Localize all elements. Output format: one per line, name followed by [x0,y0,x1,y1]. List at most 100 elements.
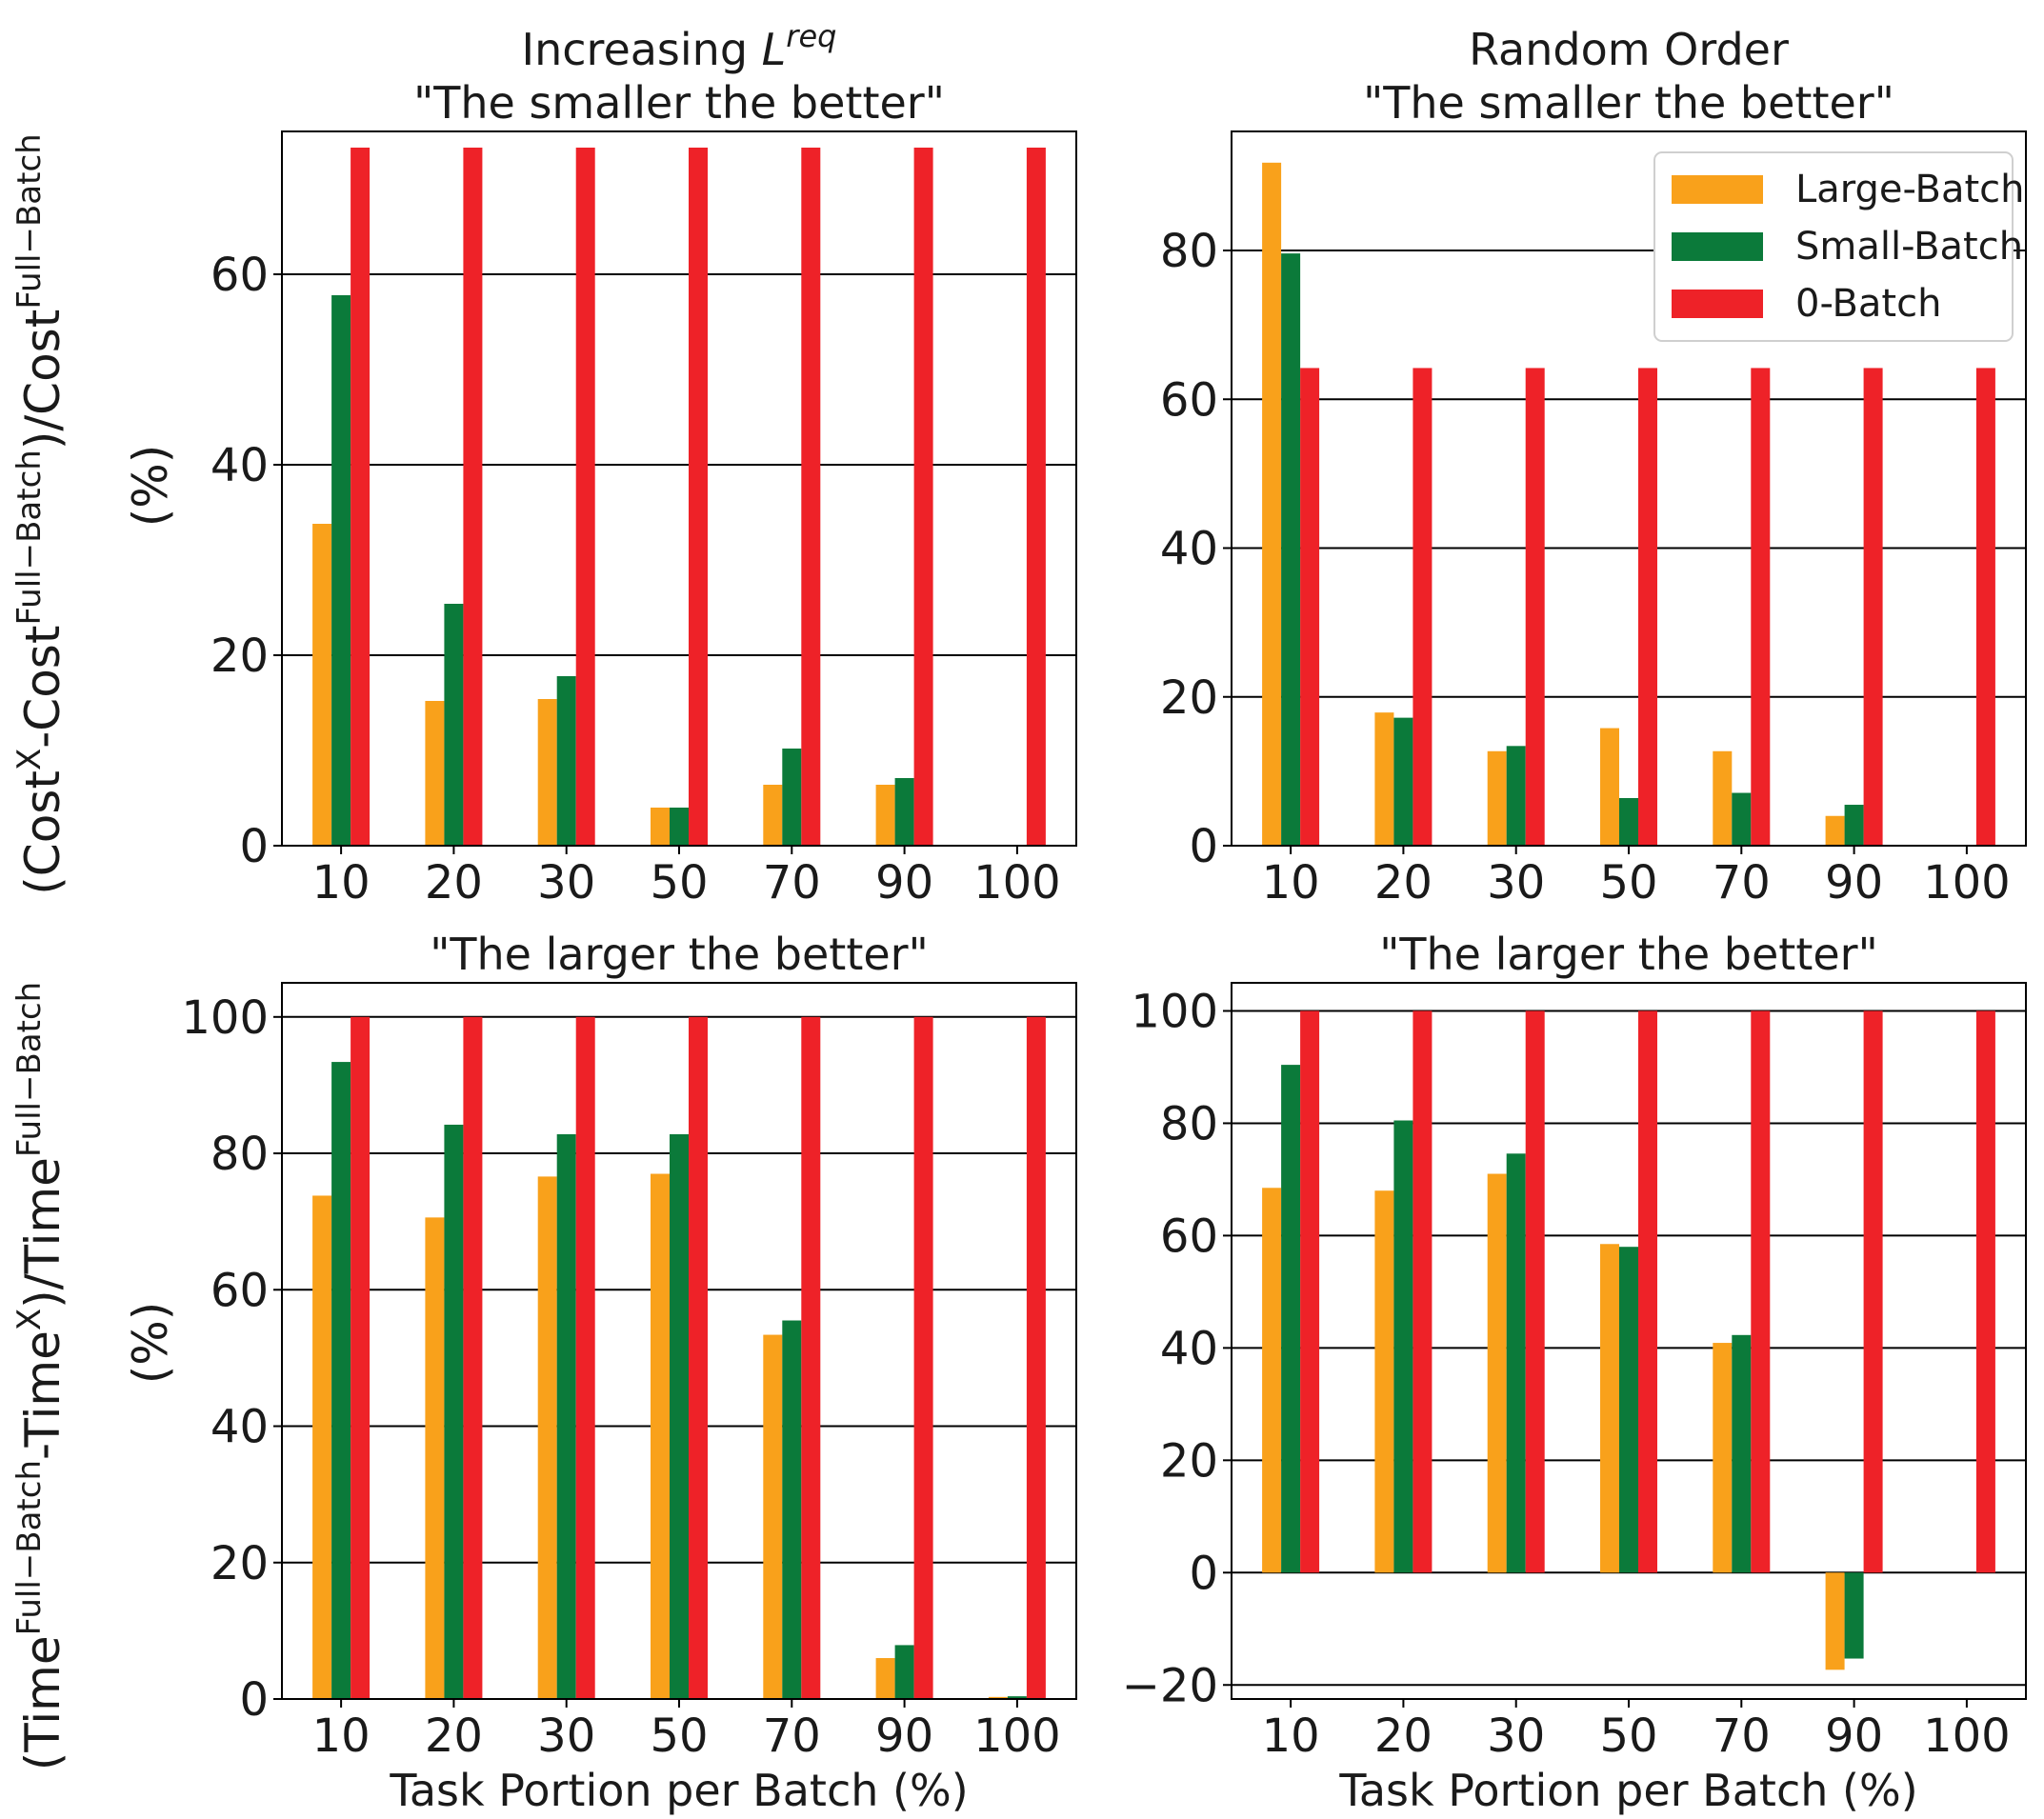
bar-small-batch-70 [782,1320,802,1699]
chart-title: "The larger the better" [1379,929,1878,980]
x-tick-label: 50 [1599,856,1657,910]
x-tick-label: 30 [537,856,595,910]
x-tick-label: 100 [973,1709,1061,1763]
bar-large-batch-20 [425,1217,445,1699]
x-tick-label: 30 [537,1709,595,1763]
ylabel-cost: (CostX-CostFull−Batch)/CostFull−Batch [10,133,70,894]
bar-small-batch-20 [1393,1120,1413,1573]
y-tick-label: 60 [1160,373,1218,427]
bar-0-batch-70 [1751,1010,1771,1573]
y-tick-label: 80 [1160,225,1218,278]
x-tick-label: 70 [763,856,821,910]
bar-small-batch-20 [1393,717,1413,846]
x-tick-label: 30 [1487,1709,1545,1763]
bar-large-batch-50 [1600,728,1619,846]
legend-swatch-small-batch [1672,232,1763,261]
y-tick-label: −20 [1122,1659,1218,1712]
y-tick-label: 40 [210,439,269,492]
x-tick-label: 10 [312,1709,371,1763]
bar-large-batch-70 [1713,1343,1733,1573]
bar-large-batch-70 [763,785,783,846]
ylabel-time: (TimeFull−Batch-TimeX)/TimeFull−Batch [10,982,70,1770]
x-tick-label: 100 [1923,856,2011,910]
x-tick-label: 70 [763,1709,821,1763]
x-tick-label: 90 [1825,856,1883,910]
bar-large-batch-70 [763,1334,783,1699]
plot-frame [1231,982,2027,1700]
bar-small-batch-90 [1844,1572,1864,1659]
y-tick-label: 40 [210,1401,269,1454]
y-tick-label: 0 [239,1673,269,1727]
chart-title-line2: "The smaller the better" [1363,77,1894,129]
bar-small-batch-70 [782,749,802,846]
bar-small-batch-50 [1619,798,1638,846]
bar-large-batch-10 [312,1195,332,1699]
bar-0-batch-70 [1751,368,1771,846]
plot-frame [1231,130,2027,847]
x-tick-label: 10 [312,856,371,910]
y-tick-label: 100 [1131,985,1218,1038]
ylabel-time-unit: (%) [123,1302,178,1385]
bar-small-batch-50 [1619,1247,1638,1573]
bar-large-batch-20 [1374,1190,1394,1573]
bar-small-batch-90 [894,778,914,846]
chart-panel-4: −20 0 20 40 60 80 100 10 20 30 50 70 90 100 "The large… [1122,929,2027,1816]
bar-small-batch-30 [556,676,576,846]
bar-0-batch-20 [463,148,483,846]
chart-panel-1: 0 20 40 60 10 20 30 50 70 90 100 Increasing Lreq"Th… [210,18,1077,910]
bar-0-batch-100 [1975,368,1995,846]
bar-large-batch-10 [1262,1188,1282,1573]
ylabel-cost-unit: (%) [123,445,178,528]
bar-0-batch-70 [801,1016,821,1699]
chart-title-line1: Increasing Lreq [522,18,837,75]
bar-large-batch-90 [1825,1572,1845,1670]
bar-0-batch-30 [1525,1010,1545,1573]
x-axis-label: Task Portion per Batch (%) [389,1765,968,1816]
bar-0-batch-10 [1300,368,1320,846]
bar-large-batch-30 [1487,750,1507,846]
bar-0-batch-10 [351,148,371,846]
bar-small-batch-30 [556,1133,576,1699]
x-tick-label: 20 [1374,856,1433,910]
bar-small-batch-70 [1732,792,1752,846]
bar-large-batch-50 [1600,1244,1619,1573]
y-tick-label: 20 [210,630,269,683]
bar-small-batch-10 [1281,253,1301,846]
legend-label: 0-Batch [1795,282,1941,326]
y-tick-label: 40 [1160,523,1218,576]
y-tick-label: 20 [210,1537,269,1590]
chart-title-line2: "The smaller the better" [413,77,945,129]
bar-0-batch-90 [1863,1010,1883,1573]
legend-label: Large-Batch [1795,168,2025,211]
bar-0-batch-90 [913,148,933,846]
bar-small-batch-90 [894,1645,914,1699]
y-tick-label: 20 [1160,671,1218,725]
x-tick-label: 70 [1713,856,1771,910]
chart-panel-3: 0 20 40 60 80 100 10 20 30 50 70 90 100 "The larger t… [181,929,1077,1816]
legend-label: Small-Batch [1795,225,2023,269]
x-tick-label: 90 [1825,1709,1883,1763]
bar-small-batch-30 [1506,1153,1526,1573]
bar-large-batch-70 [1713,750,1733,846]
bar-0-batch-50 [1638,368,1657,846]
legend-swatch-large-batch [1672,175,1763,204]
bar-0-batch-100 [1026,1016,1046,1699]
bar-small-batch-10 [331,295,351,846]
bar-large-batch-20 [1374,712,1394,846]
bar-0-batch-50 [1638,1010,1657,1573]
y-tick-label: 80 [1160,1097,1218,1150]
x-tick-label: 20 [1374,1709,1433,1763]
bar-large-batch-10 [1262,162,1282,846]
bar-small-batch-20 [444,1124,464,1699]
y-tick-label: 20 [1160,1434,1218,1488]
x-tick-label: 50 [650,856,708,910]
bar-small-batch-20 [444,604,464,846]
x-tick-label: 30 [1487,856,1545,910]
bar-large-batch-90 [875,785,895,846]
bar-0-batch-90 [913,1016,933,1699]
bar-large-batch-30 [537,699,557,846]
x-tick-label: 50 [1599,1709,1657,1763]
bar-0-batch-20 [1413,368,1433,846]
x-tick-label: 100 [1923,1709,2011,1763]
y-tick-label: 0 [1189,820,1218,873]
